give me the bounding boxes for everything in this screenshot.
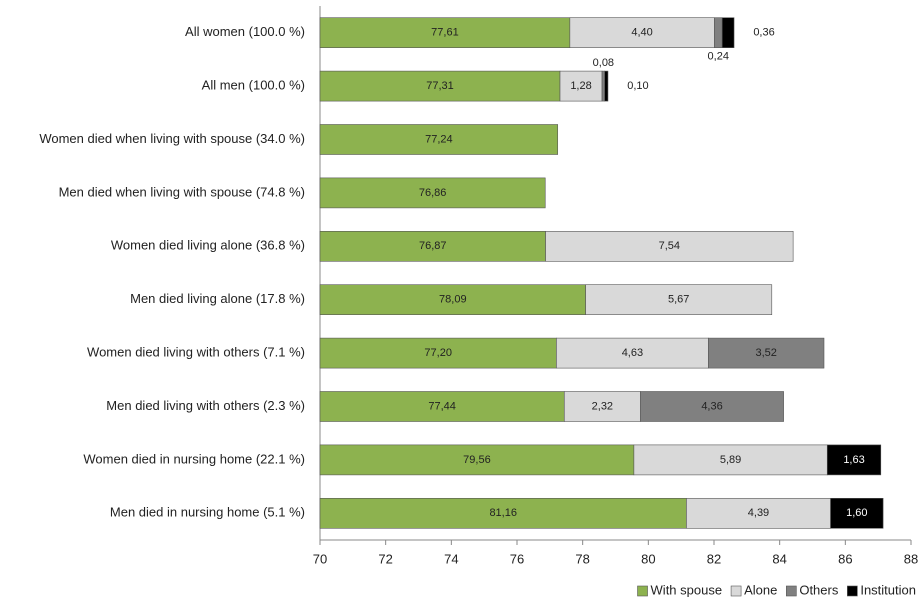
bar-segment <box>585 284 773 316</box>
value-label: 77,44 <box>428 400 456 412</box>
value-label: 4,36 <box>701 400 722 412</box>
bar-segment <box>601 70 605 102</box>
bar-segment <box>319 391 565 422</box>
bar-segment <box>319 444 635 476</box>
bar-segment <box>319 177 546 209</box>
bar-segment <box>319 70 561 102</box>
value-label: 77,31 <box>426 80 454 92</box>
value-label: 4,39 <box>748 507 769 519</box>
value-label: 0,08 <box>593 57 614 69</box>
value-label: 5,67 <box>668 294 689 306</box>
bar-segment <box>556 337 709 369</box>
bar-segment <box>633 444 828 476</box>
bar-segment <box>319 284 586 316</box>
x-tick-label: 74 <box>444 551 458 566</box>
value-label: 1,28 <box>570 80 591 92</box>
bar-segment <box>826 444 882 476</box>
bar-segment <box>686 497 831 529</box>
value-label: 7,54 <box>659 240 680 252</box>
bar-segment <box>604 70 609 102</box>
value-label: 2,32 <box>592 400 613 412</box>
bar-segment <box>721 17 735 49</box>
x-tick-label: 76 <box>510 551 524 566</box>
bar-segment <box>559 70 603 102</box>
value-label: 76,87 <box>419 240 447 252</box>
category-label: Men died living with others (2.3 %) <box>106 398 305 413</box>
bar-segment <box>830 497 884 529</box>
x-tick-label: 72 <box>378 551 392 566</box>
category-label: Women died in nursing home (22.1 %) <box>83 451 305 466</box>
bar-segment <box>319 497 687 529</box>
bar-segment <box>319 17 571 49</box>
category-label: Men died living alone (17.8 %) <box>130 291 305 306</box>
category-label: Men died in nursing home (5.1 %) <box>110 505 305 520</box>
category-label: All men (100.0 %) <box>202 78 305 93</box>
legend-label: Institution <box>860 582 916 597</box>
value-label: 76,86 <box>419 187 447 199</box>
x-tick-label: 80 <box>641 551 655 566</box>
value-label: 78,09 <box>439 294 467 306</box>
bar-segment <box>319 231 546 262</box>
legend-label: With spouse <box>651 582 723 597</box>
legend-label: Others <box>799 582 839 597</box>
value-label: 1,60 <box>846 507 867 519</box>
legend-swatch <box>730 585 742 597</box>
value-label: 4,40 <box>631 27 652 39</box>
legend-swatch <box>637 585 648 597</box>
value-label: 0,24 <box>708 51 729 63</box>
value-label: 5,89 <box>720 454 741 466</box>
category-label: Women died living with others (7.1 %) <box>87 345 305 360</box>
x-tick-label: 70 <box>313 551 327 566</box>
value-label: 4,63 <box>622 347 643 359</box>
value-label: 77,24 <box>425 133 453 145</box>
bar-segment <box>640 391 784 422</box>
value-label: 77,61 <box>431 27 459 39</box>
bar-segment <box>545 231 794 262</box>
bar-segment <box>569 17 715 49</box>
value-label: 3,52 <box>755 347 776 359</box>
category-label: Women died living alone (36.8 %) <box>111 238 305 253</box>
x-tick-label: 84 <box>772 551 786 566</box>
value-label: 1,63 <box>843 454 864 466</box>
value-label: 0,36 <box>753 27 774 39</box>
x-tick-label: 78 <box>575 551 589 566</box>
bar-segment <box>708 337 825 369</box>
legend-label: Alone <box>744 582 777 597</box>
bar-segment <box>563 391 641 422</box>
legend-swatch <box>786 585 797 597</box>
bar-segment <box>714 17 723 49</box>
value-label: 0,10 <box>627 80 648 92</box>
category-label: All women (100.0 %) <box>185 24 305 39</box>
x-tick-label: 88 <box>904 551 918 566</box>
value-label: 77,20 <box>424 347 452 359</box>
value-label: 79,56 <box>463 454 491 466</box>
x-tick-label: 86 <box>838 551 852 566</box>
category-label: Women died when living with spouse (34.0… <box>39 131 305 146</box>
x-tick-label: 82 <box>707 551 721 566</box>
legend-swatch <box>847 585 858 597</box>
category-label: Men died when living with spouse (74.8 %… <box>59 184 305 199</box>
value-label: 81,16 <box>489 507 517 519</box>
bar-segment <box>319 337 557 369</box>
bar-segment <box>319 124 559 155</box>
